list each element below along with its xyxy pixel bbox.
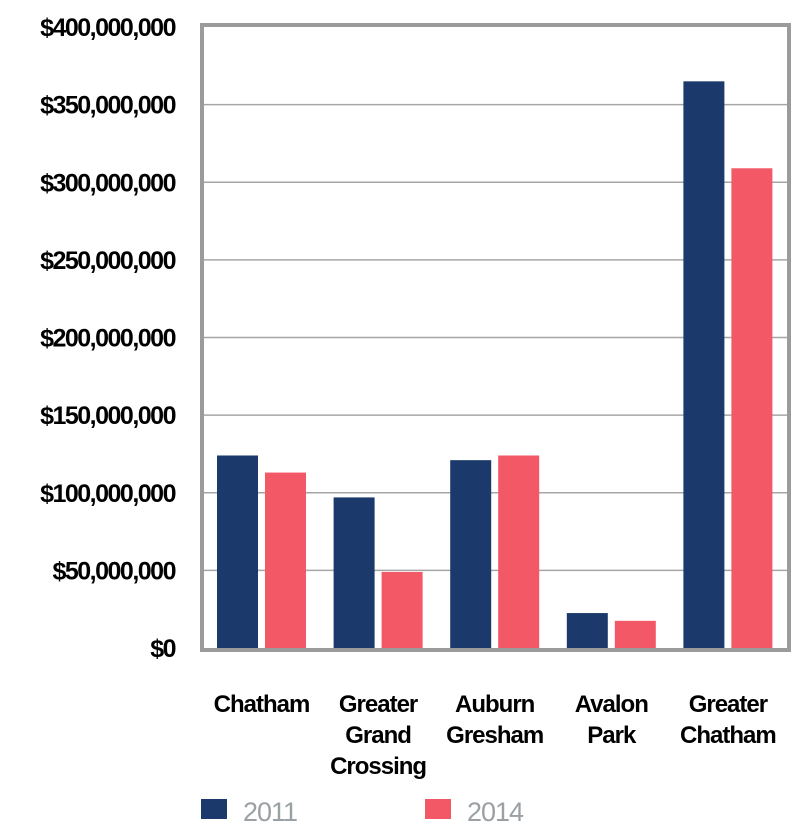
x-tick-label: Greater Grand Crossing: [330, 691, 426, 780]
bar-2011-greater-chatham: [683, 81, 725, 648]
bar-2011-chatham: [217, 455, 258, 648]
x-tick-label: Greater Chatham: [680, 691, 776, 749]
bar-2014-chatham: [265, 472, 306, 648]
legend-item-2011: 2011: [201, 797, 298, 827]
y-tick-label: $100,000,000: [40, 480, 176, 508]
legend-swatch: [201, 799, 227, 819]
bar-2011-auburn-gresham: [450, 460, 492, 648]
y-axis-tick-labels: $0 $50,000,000 $100,000,000 $150,000,000 $20…: [40, 14, 177, 663]
x-axis-tick-labels: Chatham Greater Grand Crossing Auburn Gresham…: [214, 691, 777, 780]
legend: 2011 2014: [201, 797, 525, 827]
bar-2014-greater-grand-crossing: [381, 571, 423, 648]
y-tick-label: $200,000,000: [40, 325, 176, 353]
legend-swatch: [425, 799, 451, 819]
legend-label: 2011: [243, 797, 297, 827]
y-tick-label: $300,000,000: [40, 169, 176, 197]
bar-2014-greater-chatham: [731, 168, 773, 648]
x-tick-label: Avalon Park: [575, 691, 648, 749]
y-tick-label: $250,000,000: [40, 247, 176, 275]
y-tick-label: $400,000,000: [40, 14, 176, 42]
y-tick-label: $50,000,000: [52, 557, 175, 585]
x-tick-label: Chatham: [214, 691, 310, 718]
bar-2011-avalon-park: [566, 613, 608, 648]
x-tick-label: Auburn Gresham: [446, 691, 543, 749]
y-tick-label: $350,000,000: [40, 92, 176, 120]
y-tick-label: $0: [150, 635, 175, 663]
plot-frame: [200, 23, 791, 652]
bar-2011-greater-grand-crossing: [333, 497, 375, 648]
bars: [217, 81, 773, 648]
y-tick-label: $150,000,000: [40, 402, 176, 430]
bar-2014-auburn-gresham: [498, 455, 540, 648]
bar-2014-avalon-park: [614, 620, 656, 648]
legend-item-2014: 2014: [425, 797, 525, 827]
legend-label: 2014: [467, 797, 524, 827]
